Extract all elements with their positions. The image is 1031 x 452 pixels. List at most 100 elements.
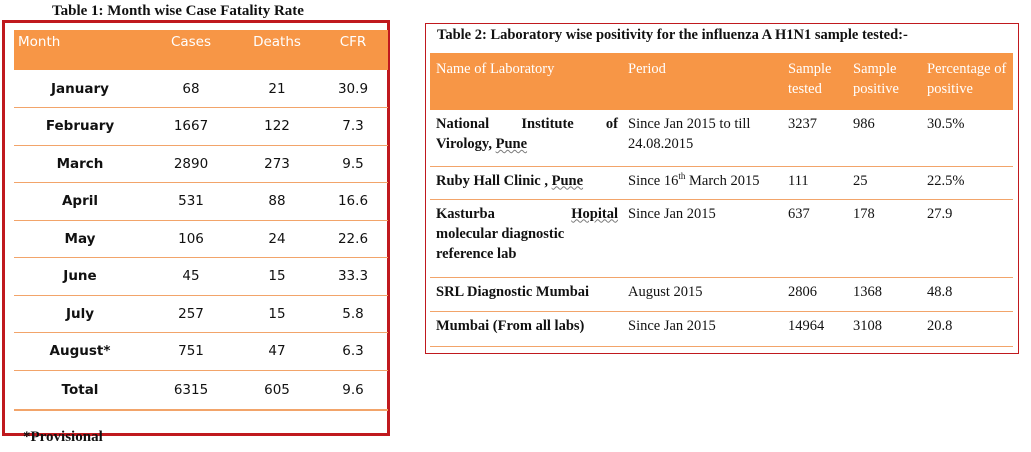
period-ordinal: th bbox=[678, 170, 686, 181]
table2-header-lab: Name of Laboratory bbox=[430, 53, 622, 110]
percentage-positive: 27.9 bbox=[921, 199, 1013, 278]
table1-row: July 257 15 5.8 bbox=[14, 295, 388, 333]
table2-header-positive: Sample positive bbox=[847, 53, 921, 110]
table1-row: May 106 24 22.6 bbox=[14, 220, 388, 258]
table1-row: February 1667 122 7.3 bbox=[14, 107, 388, 146]
table1-cell-cfr: 16.6 bbox=[318, 182, 388, 221]
period: Since Jan 2015 bbox=[622, 311, 782, 347]
lab-name-line1: Kasturba Hopital bbox=[436, 204, 618, 224]
table1-header-cases: Cases bbox=[146, 30, 236, 70]
table1-title: Table 1: Month wise Case Fatality Rate bbox=[52, 3, 304, 19]
period: August 2015 bbox=[622, 277, 782, 312]
table1-header-deaths: Deaths bbox=[236, 30, 318, 70]
table2-header-tested: Sample tested bbox=[782, 53, 847, 110]
table1-cell-month: April bbox=[14, 182, 146, 221]
table1-cell-cases: 6315 bbox=[146, 370, 236, 411]
table2-header-period: Period bbox=[622, 53, 782, 110]
table1-cell-deaths: 122 bbox=[236, 107, 318, 146]
table1-row: January 68 21 30.9 bbox=[14, 70, 388, 108]
sample-positive: 178 bbox=[847, 199, 921, 278]
table1-cell-cfr: 6.3 bbox=[318, 332, 388, 371]
lab-name: Mumbai (From all labs) bbox=[430, 311, 622, 347]
table1-cell-month: January bbox=[14, 70, 146, 108]
table1-cell-cases: 531 bbox=[146, 182, 236, 221]
table2-row: Ruby Hall Clinic , Pune Since 16th March… bbox=[430, 166, 1013, 200]
lab-name: SRL Diagnostic Mumbai bbox=[430, 277, 622, 312]
lab-name-word-underlined: Hopital bbox=[571, 205, 618, 222]
table2-row: National Institute of Virology, Pune Sin… bbox=[430, 110, 1013, 167]
table1-cell-cfr: 33.3 bbox=[318, 257, 388, 296]
table2-row: Mumbai (From all labs) Since Jan 2015 14… bbox=[430, 311, 1013, 347]
table1-cell-month: July bbox=[14, 295, 146, 333]
sample-tested: 2806 bbox=[782, 277, 847, 312]
sample-positive: 3108 bbox=[847, 311, 921, 347]
table1-cell-cases: 68 bbox=[146, 70, 236, 108]
sample-positive: 25 bbox=[847, 166, 921, 200]
percentage-positive: 22.5% bbox=[921, 166, 1013, 200]
table1-cell-cases: 751 bbox=[146, 332, 236, 371]
table1-cell-month: May bbox=[14, 220, 146, 258]
sample-tested: 111 bbox=[782, 166, 847, 200]
table2-frame: Table 2: Laboratory wise positivity for … bbox=[425, 23, 1019, 354]
table1-cell-cases: 257 bbox=[146, 295, 236, 333]
percentage-positive: 20.8 bbox=[921, 311, 1013, 347]
table1-frame: Month Cases Deaths CFR January 68 21 30.9 Fe… bbox=[2, 20, 390, 436]
table1-cell-cases: 106 bbox=[146, 220, 236, 258]
sample-tested: 637 bbox=[782, 199, 847, 278]
table1-cell-month: Total bbox=[14, 370, 146, 411]
table1-cell-month: March bbox=[14, 145, 146, 183]
period: Since Jan 2015 bbox=[622, 199, 782, 278]
period: Since Jan 2015 to till 24.08.2015 bbox=[622, 110, 782, 167]
sample-tested: 3237 bbox=[782, 110, 847, 167]
table1-cell-cfr: 22.6 bbox=[318, 220, 388, 258]
lab-name-underlined: Pune bbox=[495, 136, 528, 152]
table1-cell-cases: 1667 bbox=[146, 107, 236, 146]
lab-name-rest: molecular diagnostic reference lab bbox=[436, 225, 565, 262]
table2-row: SRL Diagnostic Mumbai August 2015 2806 1… bbox=[430, 277, 1013, 312]
table1-cell-cases: 45 bbox=[146, 257, 236, 296]
lab-name: Ruby Hall Clinic , Pune bbox=[430, 166, 622, 200]
table1-cell-cases: 2890 bbox=[146, 145, 236, 183]
table2-header-row: Name of Laboratory Period Sample tested … bbox=[430, 53, 1013, 110]
table1-cell-deaths: 15 bbox=[236, 295, 318, 333]
table1-cell-deaths: 24 bbox=[236, 220, 318, 258]
table1-cell-cfr: 9.6 bbox=[318, 370, 388, 411]
table2-title: Table 2: Laboratory wise positivity for … bbox=[437, 27, 908, 43]
table1-header-month: Month bbox=[14, 30, 146, 70]
table1-row: March 2890 273 9.5 bbox=[14, 145, 388, 183]
period-text: Since 16 bbox=[628, 172, 679, 189]
table2-row: Kasturba Hopital molecular diagnostic ref… bbox=[430, 199, 1013, 278]
lab-name: Kasturba Hopital molecular diagnostic ref… bbox=[430, 199, 622, 278]
table1-cell-cfr: 30.9 bbox=[318, 70, 388, 108]
footnote: *Provisional bbox=[23, 429, 103, 445]
table1-total-row: Total 6315 605 9.6 bbox=[14, 370, 388, 411]
percentage-positive: 30.5% bbox=[921, 110, 1013, 167]
lab-positivity-table: Name of Laboratory Period Sample tested … bbox=[430, 53, 1013, 347]
table1-cell-deaths: 273 bbox=[236, 145, 318, 183]
table1-cell-cfr: 9.5 bbox=[318, 145, 388, 183]
table1-header-cfr: CFR bbox=[318, 30, 388, 70]
table1-cell-cfr: 7.3 bbox=[318, 107, 388, 146]
table1-header-row: Month Cases Deaths CFR bbox=[14, 30, 388, 70]
lab-name-text: Ruby Hall Clinic , bbox=[436, 172, 552, 189]
sample-tested: 14964 bbox=[782, 311, 847, 347]
lab-name: National Institute of Virology, Pune bbox=[430, 110, 622, 167]
table1-cell-deaths: 605 bbox=[236, 370, 318, 411]
table1-cell-month: August* bbox=[14, 332, 146, 371]
period-text-rest: March 2015 bbox=[685, 172, 760, 189]
table1-cell-deaths: 15 bbox=[236, 257, 318, 296]
percentage-positive: 48.8 bbox=[921, 277, 1013, 312]
table1-cell-month: February bbox=[14, 107, 146, 146]
table1-cell-cfr: 5.8 bbox=[318, 295, 388, 333]
period: Since 16th March 2015 bbox=[622, 166, 782, 200]
sample-positive: 1368 bbox=[847, 277, 921, 312]
sample-positive: 986 bbox=[847, 110, 921, 167]
case-fatality-table: Month Cases Deaths CFR January 68 21 30.9 Fe… bbox=[14, 30, 388, 411]
table1-row: April 531 88 16.6 bbox=[14, 182, 388, 221]
table1-cell-deaths: 21 bbox=[236, 70, 318, 108]
table1-row: August* 751 47 6.3 bbox=[14, 332, 388, 371]
lab-name-word: Kasturba bbox=[436, 205, 495, 222]
table1-cell-deaths: 47 bbox=[236, 332, 318, 371]
table1-row: June 45 15 33.3 bbox=[14, 257, 388, 296]
table1-cell-month: June bbox=[14, 257, 146, 296]
